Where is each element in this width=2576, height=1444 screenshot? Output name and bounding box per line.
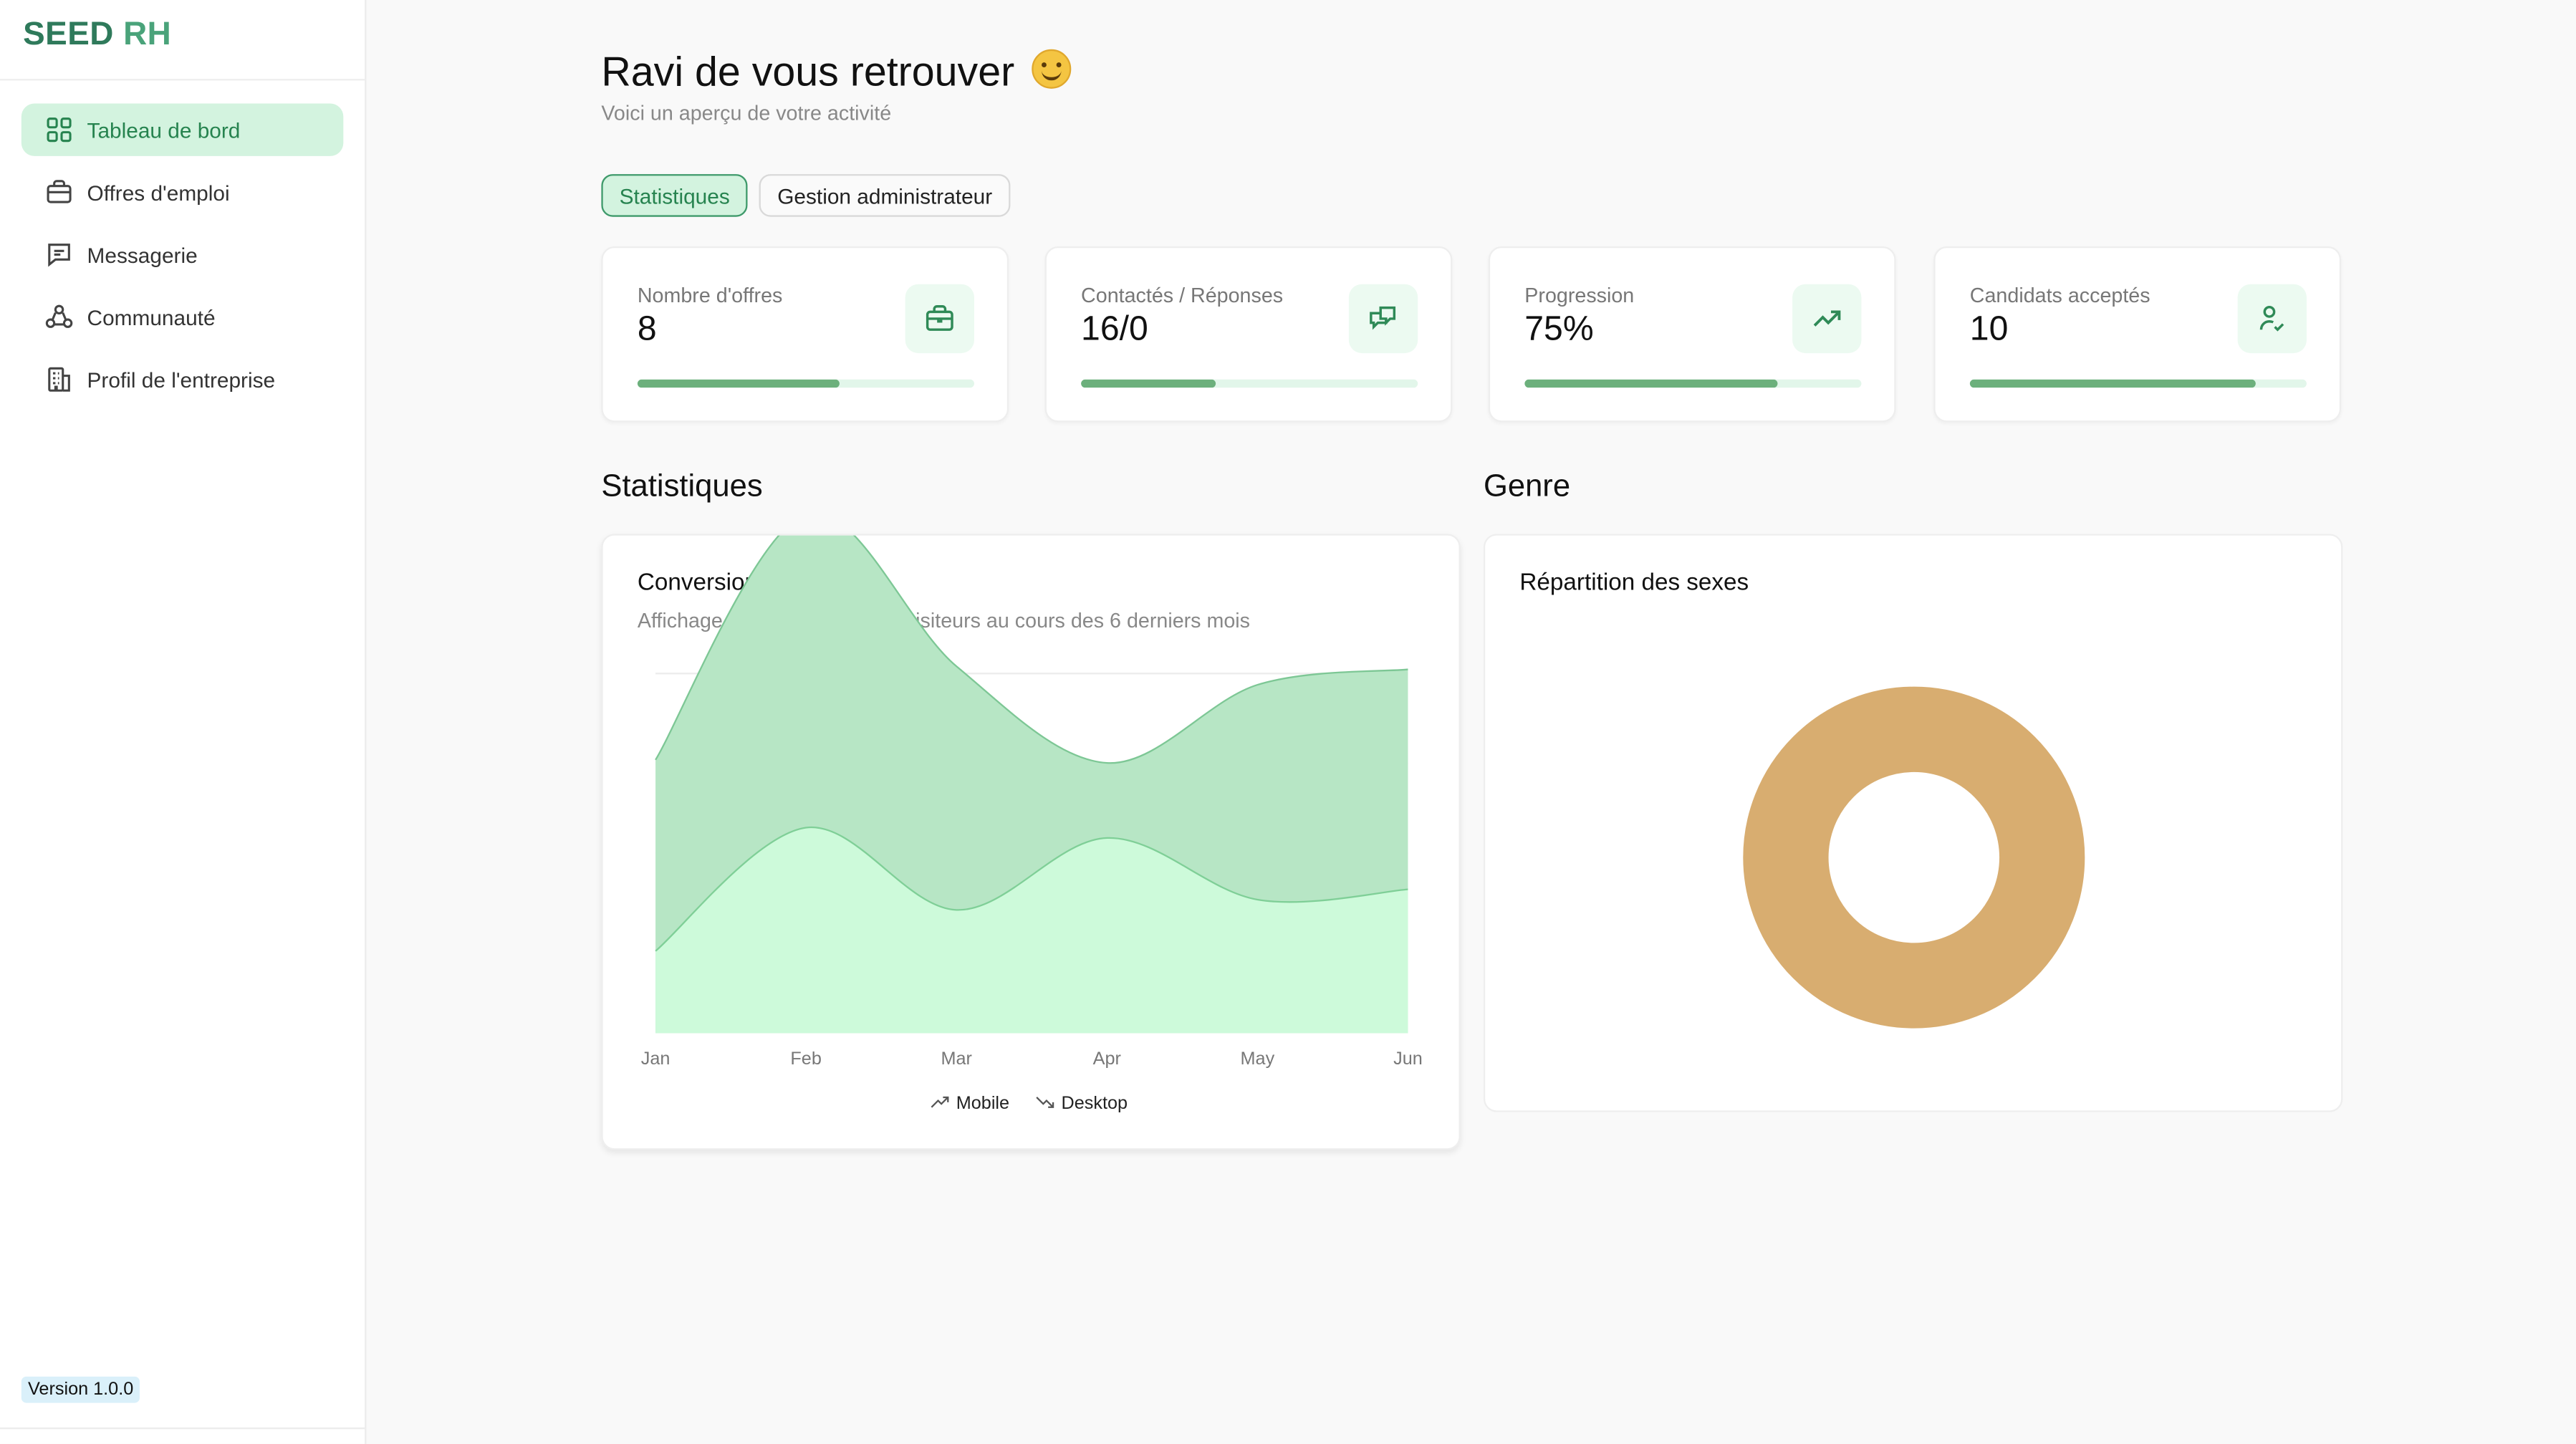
divider: [0, 1427, 365, 1430]
tab-statistics[interactable]: Statistiques: [601, 174, 748, 217]
legend-item-desktop[interactable]: Desktop: [1036, 1093, 1128, 1113]
community-icon: [45, 304, 73, 328]
legend-label: Mobile: [956, 1093, 1009, 1113]
series-line-desktop: [655, 535, 1408, 764]
stat-label: Candidats acceptés: [1969, 284, 2150, 307]
stat-card-contacts: Contactés / Réponses 16/0: [1044, 246, 1453, 423]
briefcase-icon: [47, 180, 72, 203]
stat-progress-fill: [1969, 379, 2257, 388]
chart-title: Répartition des sexes: [1519, 569, 1749, 597]
chat-bubbles-icon: [1370, 306, 1396, 330]
sidebar-item-label: Messagerie: [87, 242, 198, 267]
sidebar-item-jobs[interactable]: Offres d'emploi: [21, 166, 344, 218]
stat-progress-bar: [1969, 379, 2307, 388]
stat-card-progress: Progression 75%: [1488, 246, 1896, 423]
legend-label: Desktop: [1062, 1093, 1128, 1113]
sidebar-nav: Tableau de bord Offres d'emploi Messager…: [0, 80, 365, 405]
stat-progress-fill: [1524, 379, 1777, 388]
stat-progress-bar: [637, 379, 974, 388]
stat-icon-box: [1792, 284, 1862, 354]
stat-value: 75%: [1524, 310, 1594, 349]
stat-icon-box: [2237, 284, 2307, 354]
donut-slice[interactable]: [1743, 686, 2085, 1029]
trending-up-icon: [931, 1096, 949, 1108]
sidebar-item-label: Profil de l'entreprise: [87, 367, 276, 392]
area-mobile: [655, 827, 1408, 1034]
stat-progress-fill: [637, 379, 840, 388]
x-tick-label: Apr: [1093, 1049, 1121, 1069]
stat-icon-box: [1348, 284, 1418, 354]
stat-label: Progression: [1524, 284, 1635, 307]
tabs: Statistiques Gestion administrateur: [601, 174, 1011, 217]
stat-label: Nombre d'offres: [637, 284, 783, 307]
x-tick-label: May: [1241, 1049, 1275, 1069]
building-icon: [48, 367, 70, 392]
brand-logo[interactable]: SEED RH: [0, 0, 365, 81]
page-subtitle: Voici un aperçu de votre activité: [601, 102, 892, 125]
sidebar-item-messages[interactable]: Messagerie: [21, 228, 344, 281]
stat-card-accepted: Candidats acceptés 10: [1933, 246, 2342, 423]
series-line-mobile: [655, 827, 1408, 952]
tab-admin-management[interactable]: Gestion administrateur: [759, 174, 1011, 217]
grid-icon: [47, 117, 72, 143]
smiley-emoji-icon: [1032, 49, 1072, 89]
stat-icon-box: [905, 284, 974, 354]
briefcase-icon: [926, 304, 953, 331]
section-title-statistics: Statistiques: [601, 469, 763, 505]
stat-progress-bar: [1524, 379, 1862, 388]
sidebar-item-community[interactable]: Communauté: [21, 291, 344, 343]
x-tick-label: Jun: [1393, 1049, 1423, 1069]
gender-chart-card: Répartition des sexes: [1483, 534, 2343, 1112]
x-tick-label: Mar: [941, 1049, 971, 1069]
sidebar-item-dashboard[interactable]: Tableau de bord: [21, 103, 344, 156]
sidebar: SEED RH Tableau de bord Offres d'emploi: [0, 0, 367, 1444]
brand-part1: SEED: [23, 16, 114, 53]
version-badge: Version 1.0.0: [21, 1376, 140, 1403]
section-title-gender: Genre: [1483, 469, 1571, 505]
sidebar-item-label: Communauté: [87, 304, 216, 329]
sidebar-item-label: Tableau de bord: [87, 117, 241, 143]
stat-value: 16/0: [1081, 310, 1148, 349]
trending-up-icon: [1813, 310, 1841, 327]
sidebar-item-company-profile[interactable]: Profil de l'entreprise: [21, 353, 344, 405]
stat-progress-bar: [1081, 379, 1418, 388]
x-tick-label: Feb: [790, 1049, 821, 1069]
conversion-chart-card: Conversion Affichage du nombre total de …: [601, 534, 1461, 1150]
trending-down-icon: [1036, 1097, 1054, 1108]
page-title: Ravi de vous retrouver: [601, 49, 1072, 97]
x-tick-label: Jan: [641, 1049, 671, 1069]
stat-label: Contactés / Réponses: [1081, 284, 1284, 307]
brand-part2: RH: [123, 16, 172, 53]
area-chart: Jan Feb Mar Apr May Jun Mobile Desktop: [641, 535, 1423, 1113]
stat-card-offers: Nombre d'offres 8: [601, 246, 1009, 423]
sidebar-item-label: Offres d'emploi: [87, 180, 230, 205]
page-title-text: Ravi de vous retrouver: [601, 49, 1015, 96]
stat-value: 10: [1969, 310, 2009, 349]
user-check-icon: [2259, 305, 2284, 332]
chart-title: Conversion: [637, 569, 759, 597]
message-icon: [48, 244, 70, 267]
stat-value: 8: [637, 310, 657, 349]
stat-progress-fill: [1081, 379, 1216, 388]
legend-item-mobile[interactable]: Mobile: [931, 1093, 1009, 1113]
donut-chart: [1743, 686, 2085, 1029]
